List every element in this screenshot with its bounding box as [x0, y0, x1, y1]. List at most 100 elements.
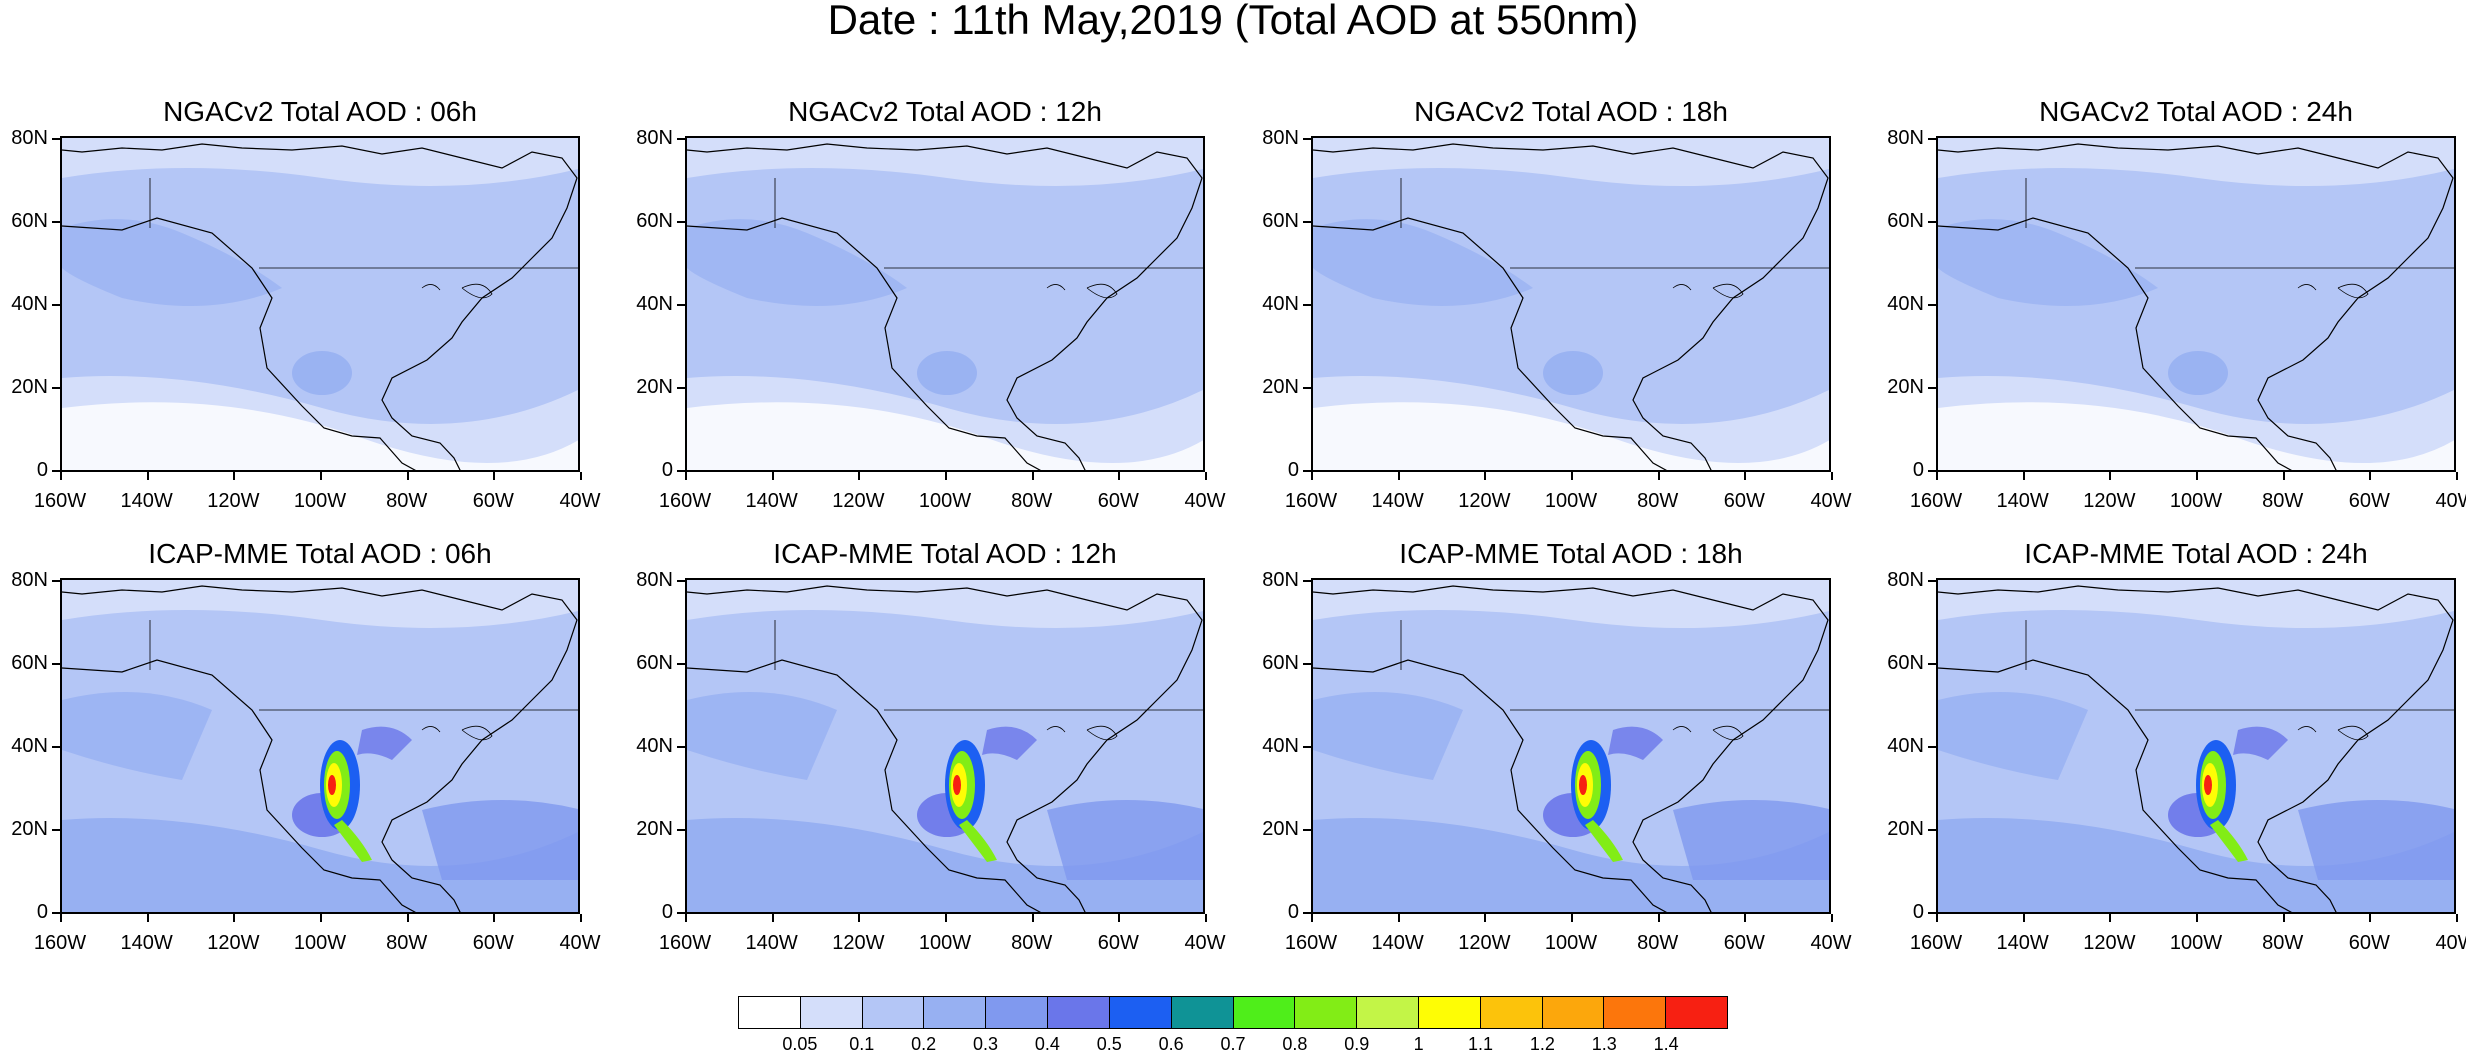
lon-label: 160W [1909, 490, 1963, 512]
lon-tick [858, 472, 861, 480]
colorbar-label: 0.3 [972, 1034, 999, 1054]
lat-label: 40N [1262, 735, 1299, 757]
lat-label: 0 [36, 459, 48, 481]
map-panel [1311, 136, 1831, 472]
map-panel [1936, 578, 2456, 914]
country-border [1400, 620, 1829, 711]
colorbar-label: 0.4 [1034, 1034, 1060, 1054]
lat-tick [52, 221, 60, 223]
lon-label: 100W [1544, 490, 1598, 512]
lon-label: 40W [1810, 932, 1852, 954]
lon-label: 60W [1723, 490, 1765, 512]
lon-label: 100W [2169, 490, 2223, 512]
map-panel [1936, 136, 2456, 472]
lon-label: 140W [1371, 490, 1424, 512]
lon-label: 80W [1637, 490, 1679, 512]
aod-field [62, 138, 578, 470]
coastline [62, 143, 578, 470]
map-svg [1938, 580, 2454, 912]
map-svg [62, 580, 578, 912]
lat-tick [52, 470, 60, 472]
lon-tick [2109, 914, 2112, 922]
lon-tick [1031, 914, 1034, 922]
lat-tick [52, 304, 60, 306]
colorbar-box [1295, 997, 1358, 1028]
aod-field [62, 580, 578, 912]
lat-label: 80N [11, 127, 48, 149]
lon-label: 40W [559, 932, 601, 954]
map-panel [685, 136, 1205, 472]
lat-label: 20N [11, 376, 48, 398]
lon-tick [580, 914, 582, 922]
lat-label: 20N [636, 376, 673, 398]
aod-field [1938, 138, 2454, 470]
lat-label: 80N [11, 569, 48, 591]
colorbar-label: 1 [1413, 1034, 1424, 1054]
lon-tick [685, 914, 687, 922]
lat-tick [1928, 912, 1936, 914]
lat-tick [1303, 470, 1311, 472]
lat-tick [677, 138, 685, 140]
colorbar-box [1604, 997, 1667, 1028]
panel-title: NGACv2 Total AOD : 06h [163, 96, 477, 127]
lat-tick [1928, 221, 1936, 223]
lon-tick [493, 914, 496, 922]
lat-tick [1303, 912, 1311, 914]
map-panel [1311, 578, 1831, 914]
lat-label: 40N [11, 293, 48, 315]
lon-tick [60, 472, 62, 480]
lon-tick [60, 914, 62, 922]
lon-tick [2282, 472, 2285, 480]
lakes [1672, 283, 1744, 299]
colorbar-box [1357, 997, 1419, 1028]
lat-label: 60N [1887, 652, 1924, 674]
lat-label: 0 [1912, 459, 1924, 481]
colorbar-label: 0.9 [1344, 1034, 1370, 1054]
lon-label: 120W [207, 932, 260, 954]
lat-tick [677, 746, 685, 748]
colorbar-label: 0.2 [911, 1034, 937, 1054]
lakes [421, 725, 493, 741]
lon-label: 40W [559, 490, 601, 512]
lat-label: 60N [11, 652, 48, 674]
country-border [1400, 178, 1829, 269]
colorbar-label: 0.05 [782, 1034, 818, 1054]
lon-tick [685, 472, 687, 480]
lat-tick [1303, 663, 1311, 665]
map-panel [60, 578, 580, 914]
panel-title: ICAP-MME Total AOD : 06h [148, 538, 492, 569]
lon-label: 80W [386, 932, 428, 954]
lat-label: 60N [11, 210, 48, 232]
panel-title: ICAP-MME Total AOD : 18h [1399, 538, 1743, 569]
lon-label: 160W [658, 932, 712, 954]
lon-label: 40W [2435, 932, 2466, 954]
colorbar-label: 1.2 [1529, 1034, 1555, 1054]
lat-tick [1928, 746, 1936, 748]
colorbar-box [1048, 997, 1110, 1028]
lat-label: 80N [1887, 127, 1924, 149]
lon-label: 140W [745, 932, 798, 954]
lat-tick [52, 746, 60, 748]
lon-label: 120W [2083, 490, 2136, 512]
lat-label: 60N [636, 652, 673, 674]
lon-tick [233, 914, 236, 922]
lon-label: 60W [2348, 932, 2390, 954]
colorbar-label: 0.7 [1220, 1034, 1246, 1054]
aod-field [1938, 580, 2454, 912]
map-panel [60, 136, 580, 472]
lon-tick [580, 472, 582, 480]
lon-tick [2196, 472, 2198, 480]
lon-label: 40W [2435, 490, 2466, 512]
colorbar-box [1233, 997, 1296, 1028]
lon-tick [233, 472, 236, 480]
lon-tick [1744, 914, 1747, 922]
lat-label: 80N [1262, 127, 1299, 149]
lat-label: 20N [11, 818, 48, 840]
lon-tick [1311, 914, 1313, 922]
lat-label: 0 [1287, 901, 1299, 923]
lon-label: 120W [2083, 932, 2136, 954]
lon-tick [2196, 914, 2198, 922]
panel-title: NGACv2 Total AOD : 18h [1414, 96, 1728, 127]
lon-label: 100W [293, 932, 347, 954]
lat-tick [52, 829, 60, 831]
